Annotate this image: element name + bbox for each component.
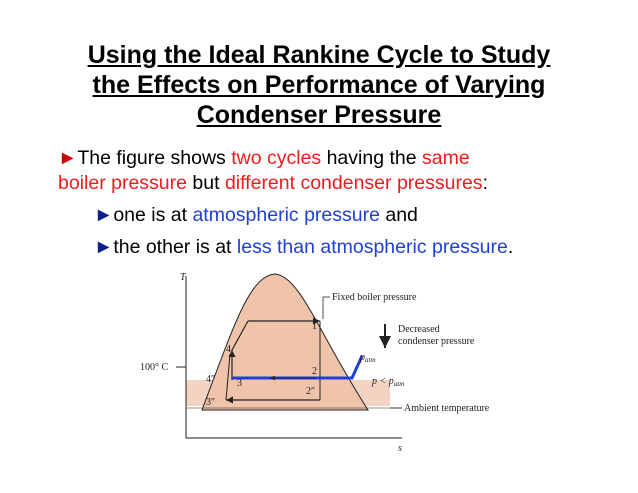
vapor-dome (201, 273, 369, 411)
sub-bullet-2: ►the other is at less than atmospheric p… (94, 235, 513, 259)
state-3-label: 3 (237, 378, 242, 389)
title-line-2: the Effects on Performance of Varying (92, 71, 546, 99)
highlight-less-than-atmospheric: less than atmospheric pressure (236, 236, 508, 258)
highlight-two-cycles: two cycles (231, 147, 322, 169)
text: . (507, 236, 514, 258)
axis-t-label: T (180, 272, 187, 283)
ts-diagram: T s 100° C Fixed boiler pressure Decreas… (140, 272, 490, 454)
state-4pp-label: 4″ (206, 374, 215, 385)
text: : (482, 172, 488, 194)
p-less-label: p < patm (371, 376, 404, 388)
slide-title: Using the Ideal Rankine Cycle to Study t… (40, 40, 598, 130)
axis-s-label: s (398, 443, 402, 454)
highlight-same: same (422, 147, 470, 169)
p-atm-label: patm (359, 352, 376, 364)
bullet-main-line-1: ►The figure shows two cycles having the … (58, 146, 470, 170)
text: but (186, 172, 225, 194)
decreased-label-2: condenser pressure (398, 336, 475, 347)
text: the other is at (113, 236, 237, 258)
title-line-3: Condenser Pressure (196, 101, 442, 129)
sub-bullet-marker-icon: ► (94, 204, 114, 226)
sub-bullet-marker-icon: ► (94, 236, 114, 258)
bullet-marker-icon: ► (58, 147, 78, 169)
fixed-boiler-label: Fixed boiler pressure (332, 292, 417, 303)
text: The figure shows (77, 147, 232, 169)
ambient-temp-label: Ambient temperature (404, 403, 490, 414)
text: having the (321, 147, 422, 169)
state-4-label: 4 (226, 344, 231, 355)
temp-100c-label: 100° C (140, 362, 168, 373)
title-line-1: Using the Ideal Rankine Cycle to Study (87, 41, 551, 69)
state-2pp-label: 2″ (306, 386, 315, 397)
highlight-different-condenser: different condenser pressures (224, 172, 483, 194)
text: one is at (113, 204, 193, 226)
highlight-boiler-pressure: boiler pressure (58, 172, 187, 194)
highlight-atmospheric: atmospheric pressure (192, 204, 380, 226)
state-2-label: 2 (312, 366, 317, 377)
sub-bullet-1: ►one is at atmospheric pressure and (94, 203, 418, 227)
bullet-main-line-2: boiler pressure but different condenser … (58, 171, 488, 195)
state-3pp-label: 3″ (206, 397, 215, 408)
state-1-label: 1 (312, 321, 317, 332)
decreased-label-1: Decreased (398, 324, 440, 335)
heating-line (231, 320, 249, 351)
text: and (379, 204, 418, 226)
pump-line-low (225, 353, 231, 401)
